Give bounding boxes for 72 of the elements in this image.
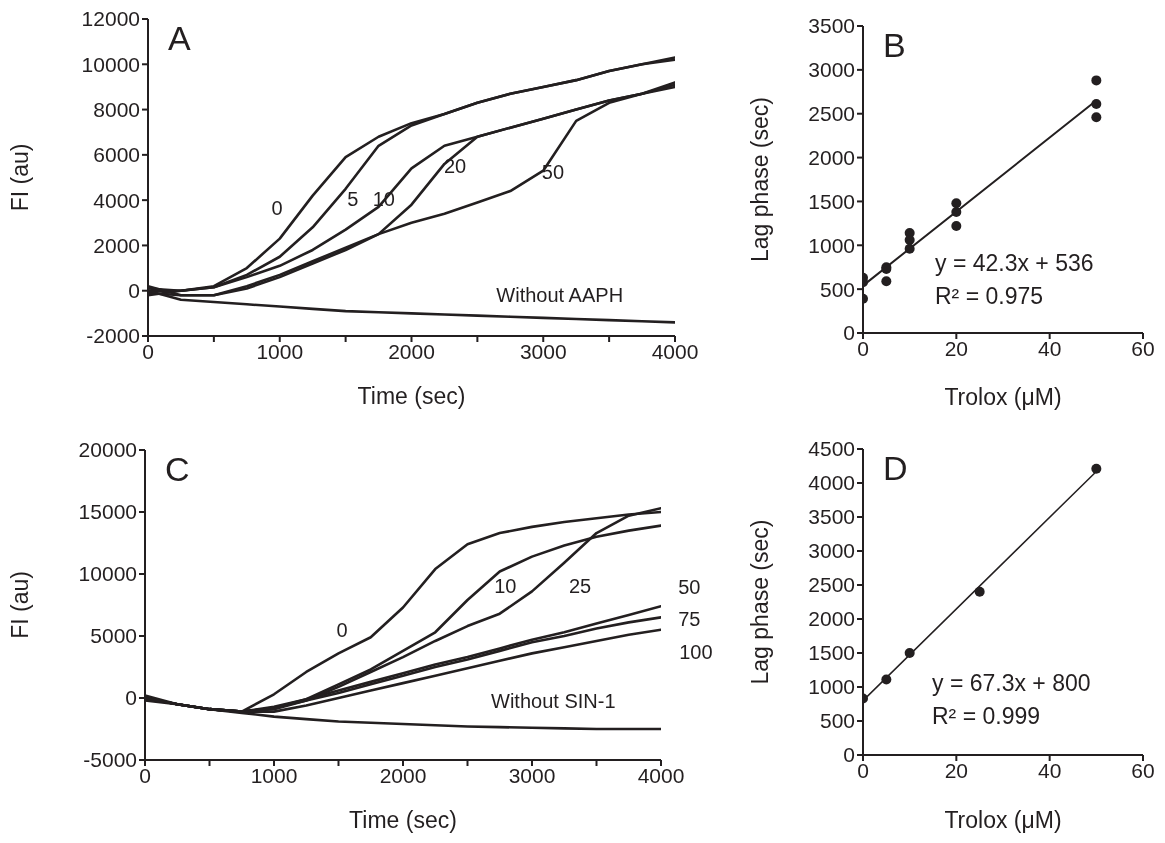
chart-title: D	[883, 449, 908, 487]
series-label: 75	[678, 608, 701, 631]
y-tick-label: 0	[128, 279, 140, 303]
y-tick-label: 1000	[808, 233, 855, 257]
y-axis-title: FI (au)	[7, 143, 34, 212]
y-tick-label: 2000	[808, 607, 855, 631]
series-label: 0	[336, 618, 348, 641]
x-tick-label: 20	[944, 336, 969, 360]
y-tick-label: 6000	[93, 143, 140, 167]
x-tick-label: 2000	[379, 763, 427, 787]
y-tick-label: 500	[819, 277, 855, 301]
x-tick-label: 1000	[256, 339, 304, 363]
x-tick-label: 4000	[637, 763, 685, 787]
x-tick-label: 40	[1037, 758, 1062, 782]
x-tick-label: 2000	[388, 339, 435, 363]
y-tick-label: 0	[125, 686, 137, 710]
y-tick-label: 8000	[93, 98, 140, 122]
x-tick-label: 20	[944, 758, 969, 782]
annotation: y = 42.3x + 536	[935, 249, 1094, 278]
y-tick-label: 4000	[808, 471, 855, 495]
y-tick-label: 5000	[90, 624, 137, 648]
x-tick-label: 4000	[651, 339, 699, 363]
series-label: 10	[494, 574, 517, 597]
x-tick-label: 1000	[250, 763, 298, 787]
annotation: R² = 0.999	[932, 702, 1042, 732]
annotation: y = 67.3x + 800	[932, 669, 1091, 698]
x-axis-title: Trolox (μM)	[944, 384, 1062, 410]
y-tick-label: 1500	[808, 641, 855, 665]
y-tick-label: 500	[819, 709, 855, 733]
y-tick-label: 3000	[808, 58, 855, 82]
y-tick-label: 4000	[93, 188, 140, 212]
x-axis-title: Time (sec)	[357, 383, 466, 409]
y-tick-label: 1500	[808, 189, 855, 213]
series-label: 25	[568, 574, 592, 597]
y-tick-label: 0	[843, 321, 855, 345]
series-label: 50	[678, 576, 701, 599]
x-axis-title: Time (sec)	[349, 807, 457, 833]
y-axis-title: Lag phase (sec)	[747, 97, 774, 262]
y-tick-label: 10000	[78, 562, 137, 586]
annotation: R² = 0.975	[935, 282, 1045, 312]
chart-title: A	[168, 19, 191, 57]
y-tick-label: 12000	[81, 7, 140, 31]
y-tick-label: -5000	[83, 748, 137, 772]
y-tick-label: 2000	[808, 146, 855, 170]
y-axis-title: Lag phase (sec)	[747, 519, 774, 685]
y-tick-label: -2000	[86, 324, 140, 348]
y-tick-label: 3000	[808, 539, 855, 563]
series-label: Without SIN-1	[491, 690, 616, 713]
y-tick-label: 10000	[81, 52, 140, 76]
y-tick-label: 2000	[93, 233, 140, 257]
series-label: 5	[347, 188, 359, 211]
y-tick-label: 20000	[78, 438, 137, 462]
chart-title: B	[883, 26, 906, 64]
y-tick-label: 3500	[808, 505, 855, 529]
y-tick-label: 2500	[808, 573, 855, 597]
x-tick-label: 60	[1131, 336, 1155, 360]
y-axis-title: FI (au)	[7, 571, 34, 639]
y-tick-label: 1000	[808, 675, 855, 699]
x-axis-title: Trolox (μM)	[944, 807, 1062, 833]
y-tick-label: 3500	[808, 14, 855, 38]
y-tick-label: 0	[843, 743, 855, 767]
chart-title: C	[165, 450, 190, 488]
series-label: 100	[679, 640, 713, 663]
x-tick-label: 40	[1037, 336, 1062, 360]
y-tick-label: 15000	[78, 500, 137, 524]
y-tick-label: 2500	[808, 102, 855, 126]
series-label: 0	[271, 196, 283, 219]
y-tick-label: 4500	[808, 437, 855, 461]
series-label: Without AAPH	[496, 283, 624, 306]
x-tick-label: 3000	[508, 763, 556, 787]
x-tick-label: 3000	[519, 339, 567, 363]
x-tick-label: 60	[1131, 758, 1155, 782]
